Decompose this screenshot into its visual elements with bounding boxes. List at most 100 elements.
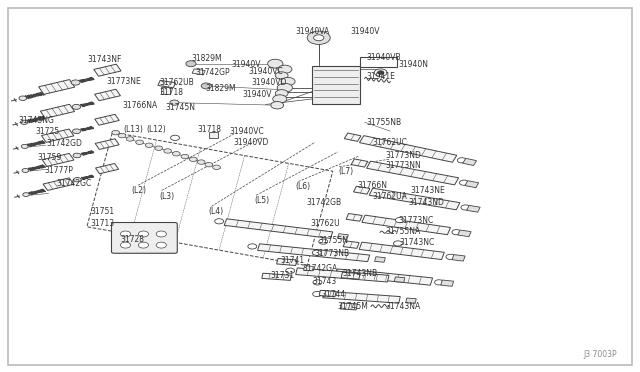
- Circle shape: [19, 96, 27, 100]
- Polygon shape: [262, 273, 291, 280]
- Polygon shape: [340, 303, 357, 310]
- Polygon shape: [335, 269, 351, 276]
- Circle shape: [461, 205, 470, 210]
- Circle shape: [145, 143, 153, 147]
- Text: 31743NG: 31743NG: [19, 116, 54, 125]
- Circle shape: [378, 71, 384, 74]
- Circle shape: [21, 144, 28, 148]
- Circle shape: [275, 90, 288, 97]
- Polygon shape: [224, 219, 333, 238]
- Circle shape: [452, 230, 461, 235]
- Text: 31743ND: 31743ND: [408, 198, 444, 207]
- Circle shape: [126, 137, 134, 141]
- Text: 31777P: 31777P: [44, 166, 73, 174]
- Circle shape: [278, 65, 292, 73]
- Text: 31940VA: 31940VA: [296, 26, 330, 36]
- Text: 31940V: 31940V: [232, 60, 261, 69]
- Text: 31743NC: 31743NC: [400, 238, 435, 247]
- Polygon shape: [465, 181, 479, 188]
- Circle shape: [74, 177, 81, 182]
- Polygon shape: [158, 80, 175, 88]
- Polygon shape: [452, 255, 465, 261]
- Circle shape: [285, 268, 294, 273]
- Circle shape: [170, 100, 179, 105]
- Circle shape: [120, 231, 131, 237]
- Polygon shape: [40, 104, 75, 118]
- Polygon shape: [353, 186, 370, 194]
- Text: 31755N: 31755N: [319, 236, 349, 246]
- Polygon shape: [394, 277, 405, 282]
- Bar: [360, 57, 397, 67]
- Polygon shape: [94, 64, 121, 76]
- Polygon shape: [374, 257, 385, 262]
- Polygon shape: [192, 69, 205, 75]
- Circle shape: [73, 153, 81, 158]
- Text: (L7): (L7): [338, 167, 353, 176]
- Polygon shape: [95, 163, 118, 174]
- Circle shape: [277, 83, 292, 92]
- Text: 31743NB: 31743NB: [342, 269, 378, 278]
- Text: 31742GA: 31742GA: [302, 264, 337, 273]
- Text: 31940V: 31940V: [351, 26, 380, 36]
- Circle shape: [458, 158, 467, 163]
- Text: 31741: 31741: [280, 256, 305, 265]
- Circle shape: [197, 160, 205, 164]
- Circle shape: [205, 163, 212, 167]
- Circle shape: [156, 231, 166, 237]
- Circle shape: [273, 95, 287, 103]
- Circle shape: [212, 165, 220, 170]
- Polygon shape: [209, 132, 218, 138]
- Polygon shape: [344, 133, 361, 141]
- Circle shape: [271, 102, 284, 109]
- Circle shape: [460, 180, 468, 185]
- Circle shape: [181, 154, 189, 159]
- Circle shape: [20, 120, 28, 124]
- Text: 31773NE: 31773NE: [106, 77, 141, 86]
- Circle shape: [138, 242, 148, 248]
- Circle shape: [314, 35, 324, 41]
- Polygon shape: [43, 178, 74, 190]
- Circle shape: [23, 193, 29, 196]
- Polygon shape: [42, 129, 74, 142]
- Text: 31940N: 31940N: [398, 60, 428, 69]
- Text: 31731: 31731: [270, 271, 294, 280]
- Text: 31773NB: 31773NB: [315, 249, 350, 258]
- Circle shape: [319, 239, 328, 244]
- Polygon shape: [296, 268, 389, 282]
- Text: 31725: 31725: [36, 126, 60, 136]
- Text: 31742GP: 31742GP: [195, 68, 230, 77]
- Polygon shape: [467, 205, 480, 212]
- Text: 31743NA: 31743NA: [385, 302, 420, 311]
- Circle shape: [186, 61, 196, 67]
- Text: 31743NE: 31743NE: [411, 186, 445, 195]
- Text: 31742GD: 31742GD: [47, 138, 83, 148]
- Polygon shape: [95, 89, 120, 101]
- Circle shape: [446, 254, 455, 259]
- Text: 31762U: 31762U: [310, 219, 340, 228]
- Circle shape: [120, 242, 131, 248]
- Polygon shape: [38, 80, 75, 94]
- Polygon shape: [337, 234, 348, 240]
- Text: 31755NA: 31755NA: [385, 227, 420, 236]
- Polygon shape: [303, 266, 314, 271]
- Polygon shape: [343, 241, 359, 248]
- Text: 31745M: 31745M: [338, 302, 369, 311]
- Polygon shape: [161, 87, 170, 94]
- Circle shape: [281, 77, 295, 86]
- Text: 31742GC: 31742GC: [57, 179, 92, 187]
- Polygon shape: [441, 280, 454, 286]
- Text: 31728: 31728: [121, 235, 145, 244]
- Text: 31759: 31759: [38, 153, 62, 161]
- Text: (L5): (L5): [255, 196, 270, 205]
- Polygon shape: [362, 215, 451, 235]
- Text: 31744: 31744: [321, 290, 346, 299]
- Circle shape: [71, 80, 80, 85]
- Circle shape: [396, 218, 404, 223]
- Text: 31941E: 31941E: [366, 72, 395, 81]
- Text: 31713: 31713: [90, 219, 114, 228]
- Text: (L4): (L4): [208, 207, 223, 216]
- Polygon shape: [458, 230, 471, 237]
- Circle shape: [72, 105, 81, 109]
- Circle shape: [156, 242, 166, 248]
- Circle shape: [155, 146, 163, 150]
